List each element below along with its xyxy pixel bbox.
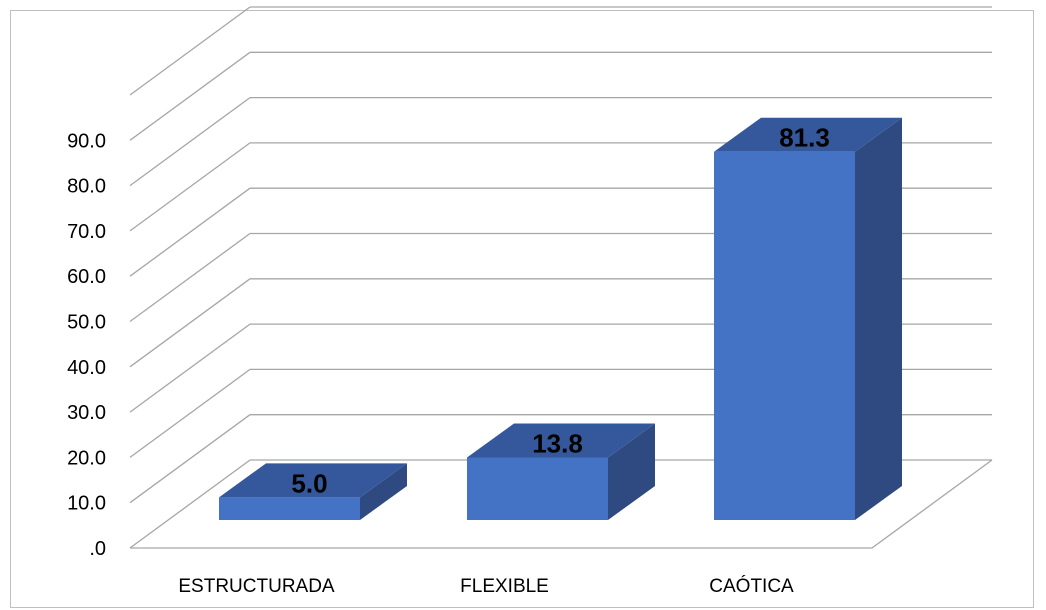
data-label: 81.3 [779, 123, 830, 153]
bars [219, 117, 902, 520]
floor-outline [130, 459, 993, 549]
gridline-side [129, 6, 251, 96]
data-label: 5.0 [291, 468, 327, 498]
category-label: CAÓTICA [709, 575, 794, 597]
y-tick-label: .0 [89, 538, 106, 560]
y-tick-label: 50.0 [67, 312, 106, 334]
data-label: 13.8 [532, 428, 583, 458]
gridline-side [129, 323, 251, 413]
bar-top [467, 423, 655, 458]
x-axis-labels: ESTRUCTURADA FLEXIBLE CAÓTICA [178, 575, 794, 597]
gridline-side [129, 51, 251, 141]
bar-side [855, 117, 902, 520]
bar-side [608, 423, 655, 520]
gridline-side [129, 97, 251, 187]
gridline-side [129, 187, 251, 277]
y-tick-label: 70.0 [67, 221, 106, 243]
gridline-side [129, 368, 251, 458]
y-tick-label: 10.0 [67, 493, 106, 515]
gridline-side [129, 232, 251, 323]
y-tick-label: 30.0 [67, 402, 106, 424]
bar [714, 151, 855, 520]
bar-top [714, 117, 902, 152]
category-label: ESTRUCTURADA [178, 576, 335, 597]
bar-top [219, 463, 407, 498]
bar-side [360, 463, 407, 520]
y-tick-label: 90.0 [67, 130, 106, 152]
y-tick-label: 60.0 [67, 266, 106, 288]
y-axis-ticks: .0 10.0 20.0 30.0 40.0 50.0 60.0 70.0 80.0 90.0 [67, 130, 106, 560]
bar [467, 457, 608, 520]
bar [219, 497, 360, 520]
gridline-side [129, 142, 251, 232]
data-labels: 5.0 13.8 81.3 [291, 123, 829, 499]
y-tick-label: 80.0 [67, 176, 106, 198]
gridline-side [129, 459, 251, 549]
y-tick-label: 20.0 [67, 447, 106, 469]
category-label: FLEXIBLE [460, 576, 549, 597]
y-tick-label: 40.0 [67, 357, 106, 379]
gridline-side [129, 414, 251, 504]
gridline-side [129, 278, 251, 368]
